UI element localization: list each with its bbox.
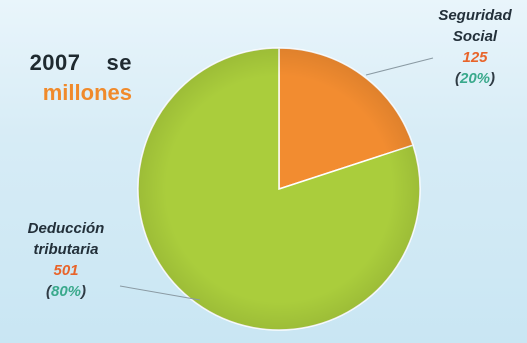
leader-line-deduccion-tributaria	[119, 285, 201, 301]
headline: 2007 se millones	[0, 48, 132, 108]
slice-name-line1: Deducción	[27, 220, 105, 237]
leader-line-seguridad-social	[365, 57, 434, 76]
headline-se: se	[106, 50, 132, 75]
slice-name-line2: Social	[452, 28, 498, 45]
leader-lines	[119, 57, 434, 301]
slice-label-deduccion-tributaria: Deducción tributaria 501 (80%)	[2, 218, 130, 302]
pie-shading	[138, 48, 420, 330]
headline-year: 2007	[29, 50, 81, 75]
slice-percent-label: (20%)	[454, 70, 496, 87]
slice-label-seguridad-social: Seguridad Social 125 (20%)	[420, 5, 527, 89]
headline-millones: millones	[42, 80, 132, 105]
slice-value-label: 125	[462, 49, 488, 66]
slice-name-line1: Seguridad	[438, 7, 512, 24]
slice-percent-label: (80%)	[45, 283, 87, 300]
slice-value-label: 501	[53, 262, 79, 279]
headline-line1: 2007 se	[0, 48, 132, 78]
slice-name-line2: tributaria	[33, 241, 99, 258]
